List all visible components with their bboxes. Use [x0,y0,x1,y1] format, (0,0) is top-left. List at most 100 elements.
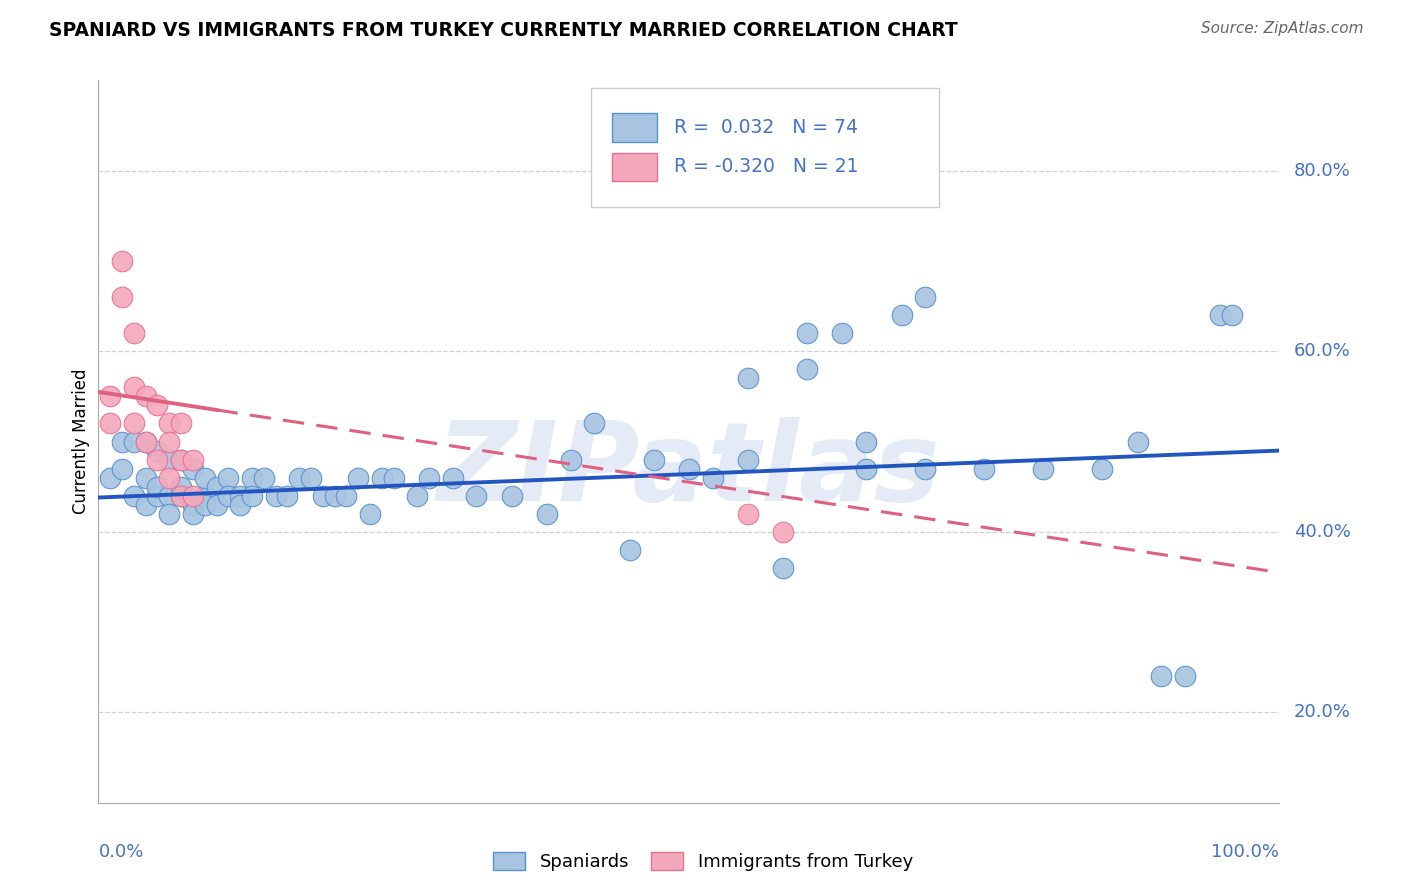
Point [973,461,995,475]
Point [122,434,145,449]
Point [111,461,134,475]
Point [359,507,381,521]
Text: R = -0.320   N = 21: R = -0.320 N = 21 [673,158,858,177]
Point [253,470,276,484]
Point [347,470,370,484]
Point [831,326,853,340]
Text: 40.0%: 40.0% [1294,523,1351,541]
Text: ZIPatlas: ZIPatlas [437,417,941,524]
Point [157,434,180,449]
Point [619,542,641,557]
Point [170,480,193,494]
Point [146,480,169,494]
Point [465,489,488,503]
Point [170,452,193,467]
Point [229,498,252,512]
Point [135,434,157,449]
Point [111,434,134,449]
Text: R =  0.032   N = 74: R = 0.032 N = 74 [673,118,858,136]
Point [1126,434,1149,449]
Point [135,498,157,512]
Point [418,470,440,484]
Point [737,507,759,521]
Point [323,489,346,503]
Point [1032,461,1054,475]
Point [855,434,877,449]
Point [737,371,759,385]
Point [98,417,121,431]
Point [181,452,204,467]
Bar [612,112,657,142]
Text: SPANIARD VS IMMIGRANTS FROM TURKEY CURRENTLY MARRIED CORRELATION CHART: SPANIARD VS IMMIGRANTS FROM TURKEY CURRE… [49,21,957,39]
Point [382,470,405,484]
Point [1091,461,1114,475]
Point [181,507,204,521]
Point [135,470,157,484]
Point [170,489,193,503]
Point [170,417,193,431]
Text: 0.0%: 0.0% [98,843,143,861]
Point [157,417,180,431]
Point [583,417,606,431]
Point [194,489,217,503]
Point [240,470,263,484]
Point [157,489,180,503]
Point [194,498,217,512]
Point [406,489,429,503]
Point [217,470,239,484]
Point [146,443,169,458]
Point [737,452,759,467]
Point [312,489,335,503]
Point [288,470,311,484]
Point [240,489,263,503]
Point [122,380,145,394]
Point [146,398,169,412]
Text: 20.0%: 20.0% [1294,704,1351,722]
Point [914,290,936,304]
Point [855,461,877,475]
Point [501,489,523,503]
Point [914,461,936,475]
Point [1150,669,1173,683]
Point [1209,308,1232,322]
Point [111,253,134,268]
Point [98,389,121,403]
FancyBboxPatch shape [591,87,939,207]
Text: Source: ZipAtlas.com: Source: ZipAtlas.com [1201,21,1364,36]
Y-axis label: Currently Married: Currently Married [72,368,90,515]
Point [146,452,169,467]
Point [181,498,204,512]
Point [205,498,228,512]
Point [170,489,193,503]
Point [1220,308,1243,322]
Point [170,452,193,467]
Legend: Spaniards, Immigrants from Turkey: Spaniards, Immigrants from Turkey [485,846,921,879]
Point [299,470,322,484]
Point [157,470,180,484]
Point [796,362,818,376]
Point [229,489,252,503]
Point [276,489,298,503]
Point [536,507,558,521]
Bar [612,153,657,181]
Point [181,461,204,475]
Point [217,489,239,503]
Point [122,417,145,431]
Point [1174,669,1197,683]
Point [135,389,157,403]
Point [157,507,180,521]
Point [890,308,912,322]
Point [135,434,157,449]
Text: 100.0%: 100.0% [1212,843,1279,861]
Point [796,326,818,340]
Point [122,489,145,503]
Point [702,470,724,484]
Point [157,452,180,467]
Point [643,452,665,467]
Text: 80.0%: 80.0% [1294,161,1350,179]
Point [371,470,394,484]
Point [560,452,582,467]
Point [264,489,287,503]
Point [98,470,121,484]
Text: 60.0%: 60.0% [1294,343,1350,360]
